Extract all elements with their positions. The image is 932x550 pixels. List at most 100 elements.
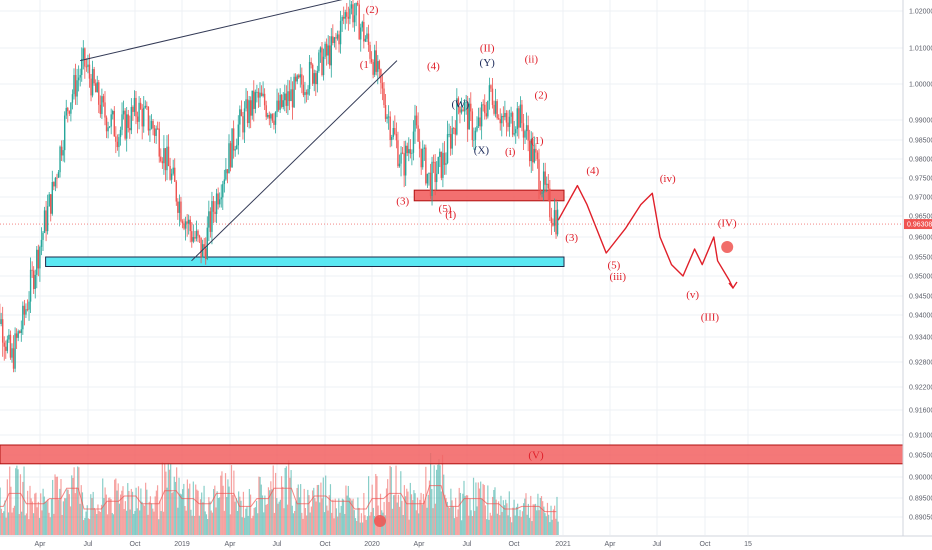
volume-bar bbox=[533, 504, 535, 535]
volume-bar bbox=[78, 467, 80, 535]
volume-bar bbox=[67, 489, 69, 535]
candle-body bbox=[20, 329, 22, 333]
volume-bar bbox=[414, 493, 416, 535]
wave-label: (v) bbox=[686, 289, 699, 301]
volume-bar bbox=[50, 498, 53, 535]
candle-body bbox=[518, 108, 520, 128]
x-tick-label: Apr bbox=[225, 541, 237, 548]
candle-body bbox=[53, 182, 55, 187]
candle-body bbox=[51, 182, 53, 214]
volume-bar bbox=[211, 512, 214, 535]
volume-bar bbox=[288, 460, 290, 535]
volume-bar bbox=[215, 507, 217, 535]
volume-bar bbox=[251, 518, 253, 535]
volume-bar bbox=[321, 498, 323, 535]
volume-bar bbox=[375, 473, 377, 535]
volume-bar bbox=[131, 491, 134, 535]
volume-bar bbox=[254, 507, 256, 535]
candle-body bbox=[65, 107, 67, 116]
volume-bar bbox=[28, 519, 30, 535]
volume-bar bbox=[486, 519, 488, 535]
volume-bar bbox=[363, 492, 365, 535]
candle-body bbox=[556, 209, 559, 235]
price-axis-bg bbox=[903, 0, 932, 550]
x-tick-label: Jul bbox=[84, 541, 93, 548]
volume-bar bbox=[444, 494, 446, 535]
candle-body bbox=[110, 114, 112, 127]
volume-bar bbox=[430, 453, 432, 535]
volume-bar bbox=[68, 494, 70, 535]
x-tick-label: Apr bbox=[414, 541, 426, 548]
volume-bar bbox=[342, 499, 345, 535]
candle-body bbox=[94, 83, 97, 93]
trendlines-layer bbox=[0, 0, 903, 262]
volume-bar bbox=[418, 513, 420, 535]
candle-body bbox=[248, 100, 250, 124]
volume-bar bbox=[196, 489, 198, 535]
candle-body bbox=[57, 172, 60, 178]
wave-label: (4) bbox=[586, 165, 599, 177]
candle-body bbox=[414, 115, 416, 132]
volume-bar bbox=[48, 512, 50, 535]
candle-body bbox=[108, 126, 111, 128]
volume-bar bbox=[187, 488, 190, 535]
candle-body bbox=[220, 197, 222, 200]
candle-body bbox=[135, 97, 137, 117]
volume-bar bbox=[23, 466, 25, 535]
candle-body bbox=[70, 102, 72, 114]
candle-body bbox=[468, 103, 470, 130]
candle-body bbox=[260, 92, 263, 96]
candle-body bbox=[403, 153, 405, 176]
y-tick-label: 0.90000 bbox=[909, 475, 932, 482]
candle-body bbox=[429, 172, 432, 196]
candle-body bbox=[79, 74, 81, 78]
volume-bar bbox=[122, 486, 124, 535]
time-axis[interactable]: Apr Jul Oct 2019 Apr Jul Oct 2020 Apr Jul Oct 2021 A… bbox=[0, 535, 932, 548]
candle-body bbox=[400, 152, 402, 164]
volume-bar bbox=[264, 495, 266, 535]
volume-bar bbox=[403, 485, 405, 535]
volume-bar bbox=[425, 466, 427, 535]
y-tick-label: 1.02000 bbox=[909, 9, 932, 16]
volume-bar bbox=[508, 491, 510, 535]
candle-body bbox=[19, 331, 21, 333]
candle-body bbox=[335, 37, 337, 39]
volume-bar bbox=[326, 505, 328, 535]
candle-body bbox=[415, 115, 418, 126]
wave-label: (III) bbox=[701, 312, 720, 324]
candle-body bbox=[271, 114, 274, 121]
volume-bar bbox=[0, 508, 2, 535]
candle-body bbox=[46, 206, 49, 232]
candle-body bbox=[305, 92, 308, 95]
volume-bar bbox=[304, 508, 307, 535]
candle-body bbox=[34, 274, 36, 289]
price-axis[interactable]: 1.02000 1.01000 1.00000 0.99000 0.98500 0.980… bbox=[902, 0, 932, 550]
candle-body bbox=[547, 183, 549, 189]
candle-body bbox=[294, 76, 297, 82]
volume-bar bbox=[234, 501, 236, 535]
candle-body bbox=[522, 123, 525, 138]
x-tick-label: Oct bbox=[509, 541, 520, 548]
volume-bar bbox=[202, 502, 204, 535]
volume-bar bbox=[445, 498, 447, 535]
candle-body bbox=[194, 237, 196, 239]
x-tick-label: Oct bbox=[130, 541, 141, 548]
x-tick-label: Jul bbox=[273, 541, 282, 548]
volume-bar bbox=[209, 501, 211, 535]
y-tick-label: 0.97500 bbox=[909, 176, 932, 183]
candle-body bbox=[101, 96, 103, 114]
candle-body bbox=[136, 116, 139, 122]
candle-body bbox=[329, 45, 331, 66]
candle-body bbox=[315, 73, 317, 85]
volume-bar bbox=[520, 516, 522, 535]
volume-bar bbox=[387, 479, 389, 535]
volume-bar bbox=[297, 484, 299, 535]
volume-bar bbox=[427, 494, 429, 535]
candle-body bbox=[234, 149, 236, 151]
candle-body bbox=[180, 201, 182, 222]
volume-bar bbox=[172, 492, 174, 535]
volume-bar bbox=[37, 501, 39, 535]
x-tick-label: 2021 bbox=[555, 541, 571, 548]
volume-bar bbox=[422, 493, 425, 535]
